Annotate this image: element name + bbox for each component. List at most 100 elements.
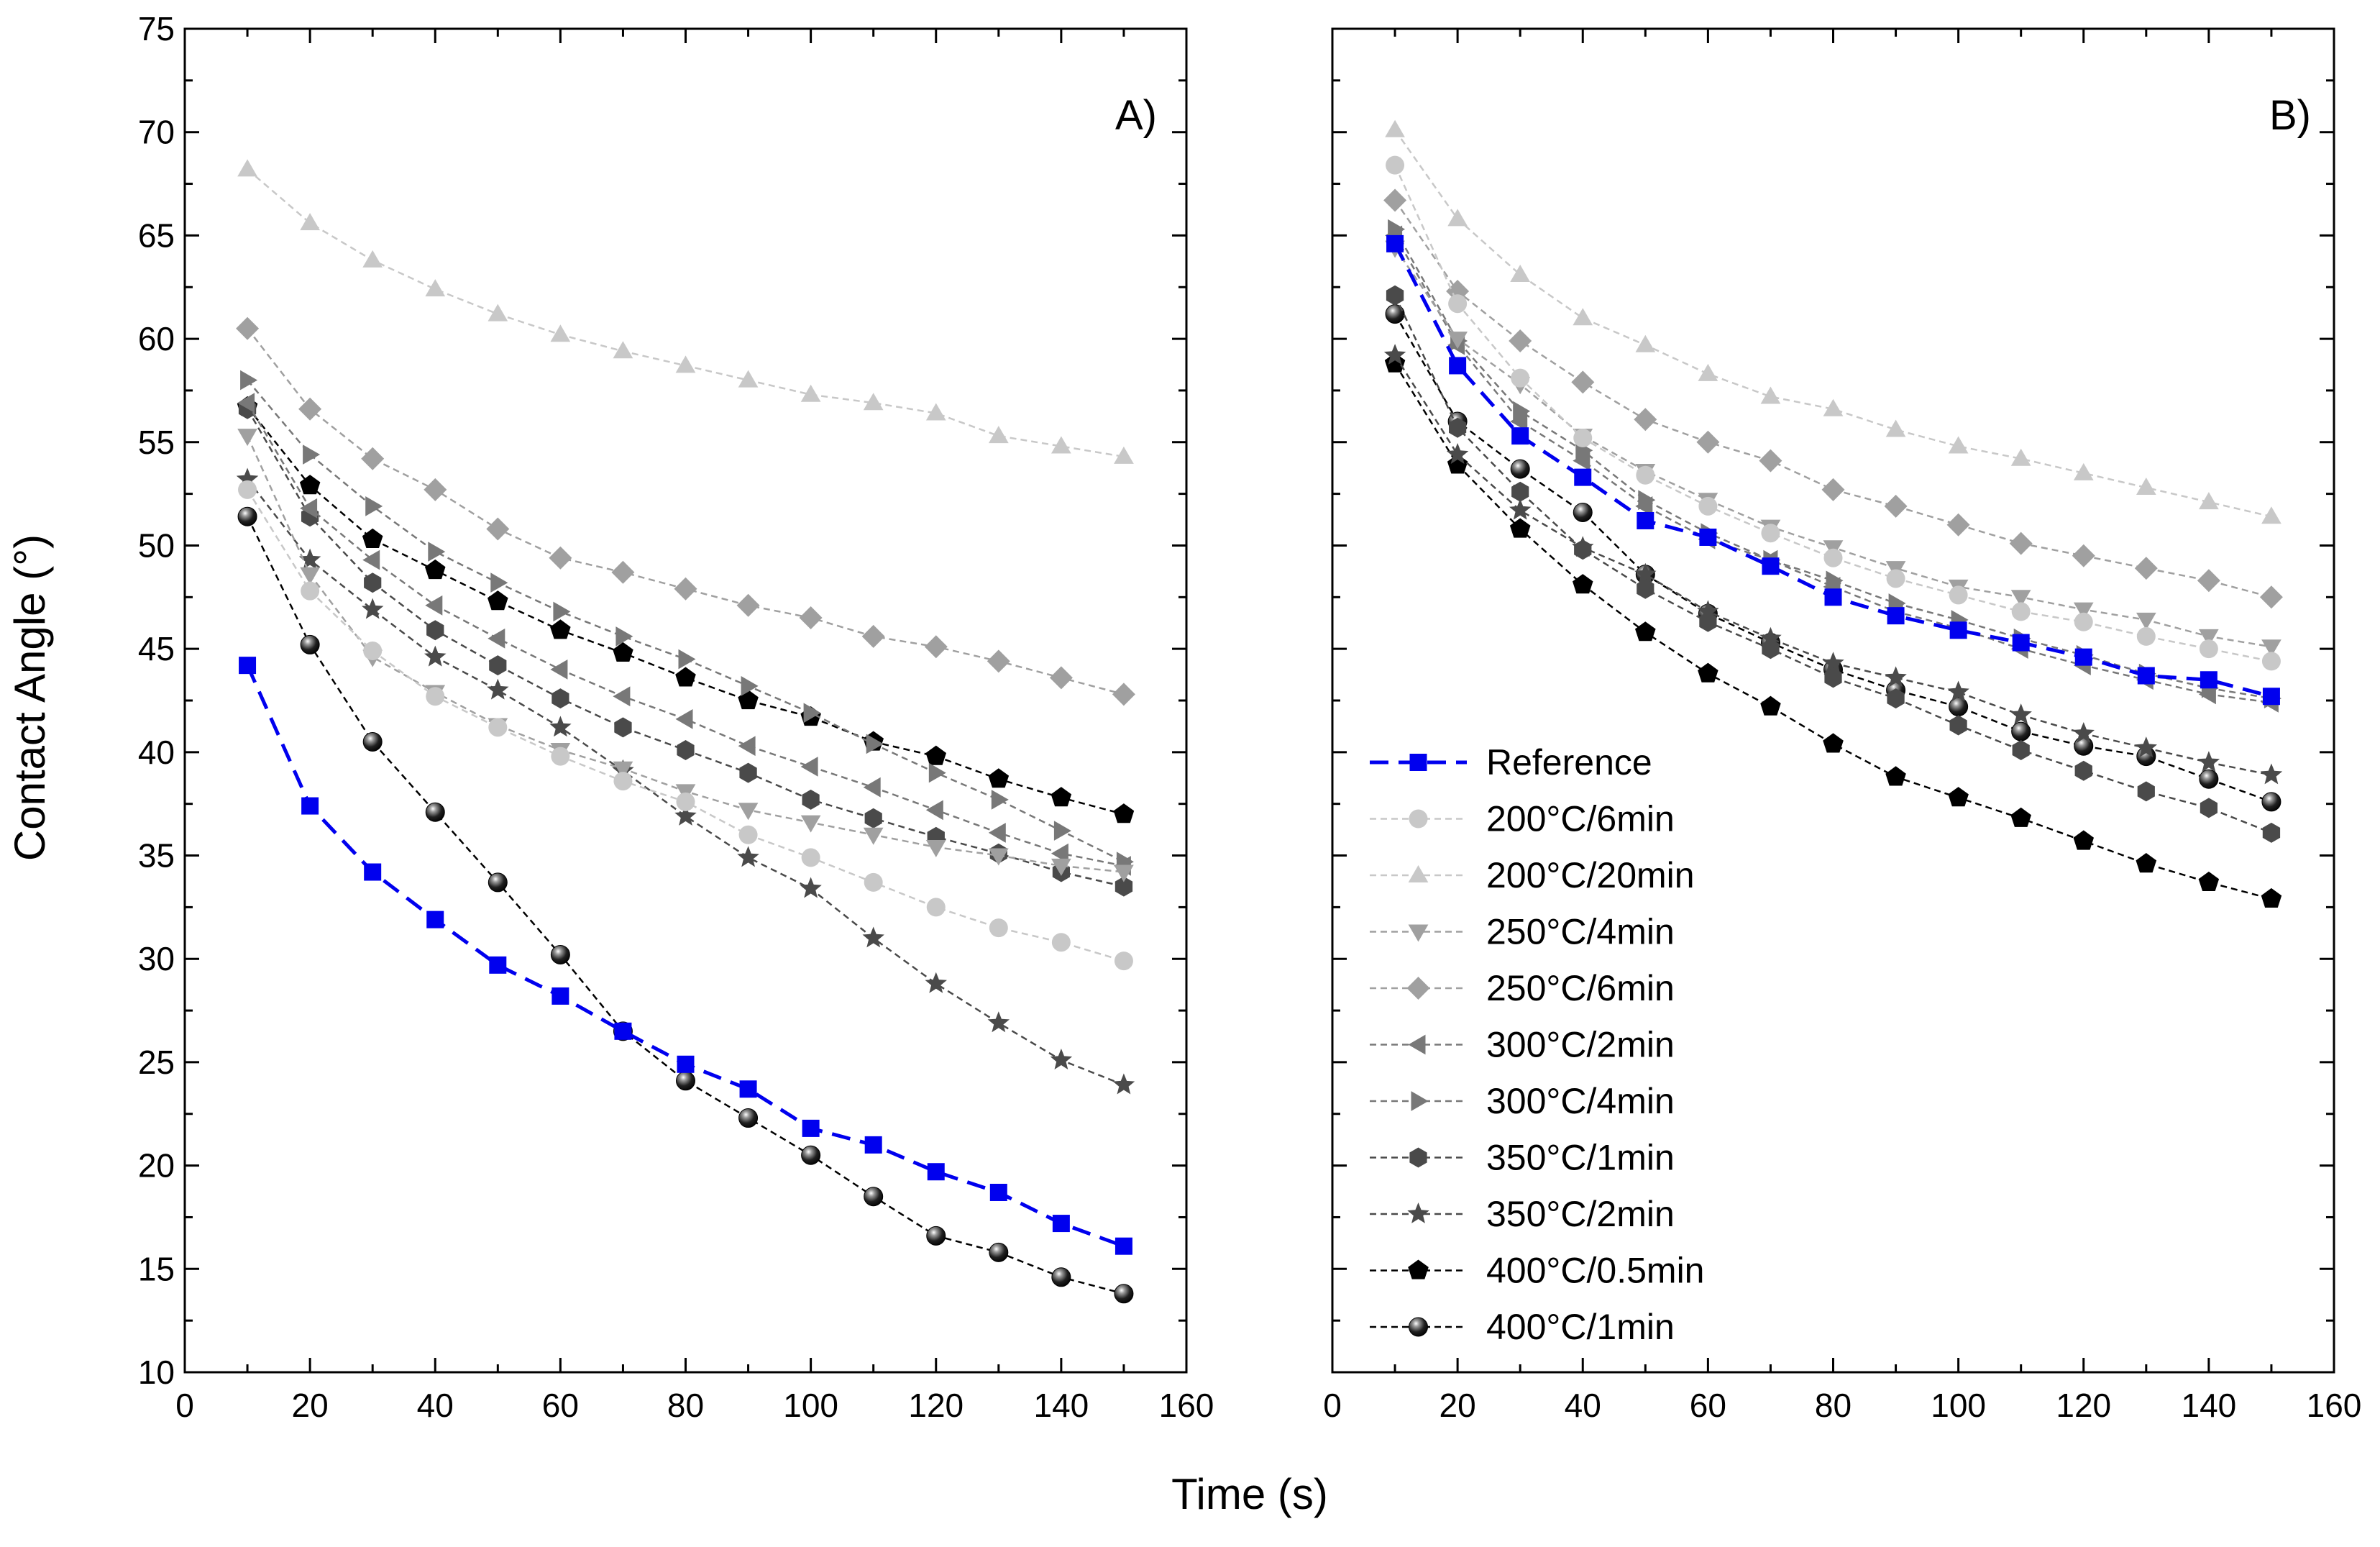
data-point [2072, 722, 2095, 743]
data-point [2010, 703, 2032, 725]
series-line [247, 168, 1125, 458]
data-point [1115, 876, 1133, 897]
data-point [2198, 871, 2220, 891]
data-point [613, 772, 633, 791]
data-point [2136, 478, 2156, 495]
data-point [2200, 671, 2217, 689]
data-point [425, 802, 445, 822]
legend-entry: Reference [1370, 742, 1652, 782]
data-point [551, 987, 569, 1005]
data-point [1699, 611, 1717, 632]
legend-label: 200°C/6min [1486, 799, 1675, 839]
x-tick-label: 140 [1034, 1387, 1089, 1424]
data-point [1821, 478, 1845, 501]
data-point [2010, 448, 2031, 466]
data-point [864, 1136, 882, 1154]
data-point [926, 1226, 946, 1246]
data-point [1635, 496, 1653, 516]
data-point [925, 972, 947, 993]
x-tick-label: 40 [417, 1387, 454, 1424]
legend-marker [1408, 865, 1429, 882]
data-point [1447, 209, 1468, 227]
data-point [1949, 585, 1968, 605]
data-point [1049, 666, 1073, 690]
data-point [2135, 736, 2157, 757]
data-point [989, 848, 1009, 866]
data-point [674, 577, 697, 601]
data-point [1050, 1049, 1073, 1069]
x-tick-label: 140 [2182, 1387, 2237, 1424]
y-tick-label: 25 [138, 1044, 175, 1081]
data-point [300, 213, 320, 231]
data-point [1509, 329, 1532, 352]
data-point [1511, 368, 1530, 388]
legend-entry: 250°C/4min [1370, 912, 1675, 952]
data-point [1886, 569, 1905, 588]
data-point [1384, 352, 1406, 373]
data-point [1949, 621, 1967, 639]
data-point [1887, 688, 1905, 709]
x-tick-label: 160 [2307, 1387, 2362, 1424]
data-point [800, 815, 821, 833]
data-point [1574, 539, 1592, 560]
data-point [2261, 639, 2281, 657]
data-point [362, 598, 384, 619]
data-point [1885, 419, 1906, 437]
data-point [2137, 667, 2155, 685]
data-point [301, 797, 319, 815]
data-point [2262, 688, 2280, 706]
data-point [1759, 449, 1782, 473]
data-point [925, 403, 946, 421]
data-point [987, 649, 1010, 673]
data-point [862, 926, 884, 948]
data-point [1115, 1237, 1132, 1255]
data-point [2009, 531, 2033, 555]
series-300-c-4min [240, 370, 1134, 872]
data-point [1114, 446, 1134, 464]
data-point [298, 397, 322, 421]
data-point [1051, 787, 1072, 807]
data-point [2074, 612, 2093, 631]
y-tick-label: 45 [138, 630, 175, 667]
data-point [2199, 629, 2219, 647]
data-point [365, 496, 383, 516]
data-point [988, 823, 1006, 843]
legend-marker [1408, 1259, 1429, 1279]
data-point [239, 657, 257, 675]
series-line [1394, 229, 2272, 700]
data-point [2074, 736, 2094, 756]
series-line [247, 478, 1125, 1086]
data-point [1822, 652, 1844, 673]
data-point [1573, 502, 1593, 522]
data-point [2137, 781, 2155, 802]
data-point [925, 800, 943, 821]
data-point [489, 956, 507, 974]
data-point [236, 316, 260, 340]
data-point [2072, 544, 2095, 567]
data-point [675, 355, 696, 373]
data-point [2012, 634, 2030, 652]
data-point [738, 370, 759, 388]
data-point [613, 341, 633, 359]
series-200-c-6min [238, 480, 1133, 971]
data-point [864, 1187, 884, 1207]
data-point [1574, 468, 1592, 486]
data-point [1885, 766, 1906, 786]
legend-entry: 300°C/4min [1370, 1081, 1675, 1121]
y-tick-label: 35 [138, 837, 175, 875]
data-point [863, 827, 884, 845]
data-point [1510, 411, 1528, 432]
data-point [1051, 843, 1068, 864]
data-point [1635, 621, 1656, 642]
legend-marker [1409, 809, 1428, 829]
data-point [1698, 363, 1718, 381]
legend-label: 400°C/1min [1486, 1307, 1675, 1347]
data-point [488, 872, 508, 893]
data-point [299, 475, 321, 495]
data-point [1634, 408, 1657, 432]
data-point [738, 690, 759, 710]
panel-a-chart: 0 20 40 60 80 100 120 140 160 10 15 20 25 30 35 40 45 50 5… [138, 10, 1214, 1424]
data-point [674, 804, 697, 826]
x-tick-label: 120 [2056, 1387, 2111, 1424]
data-point [863, 777, 881, 798]
